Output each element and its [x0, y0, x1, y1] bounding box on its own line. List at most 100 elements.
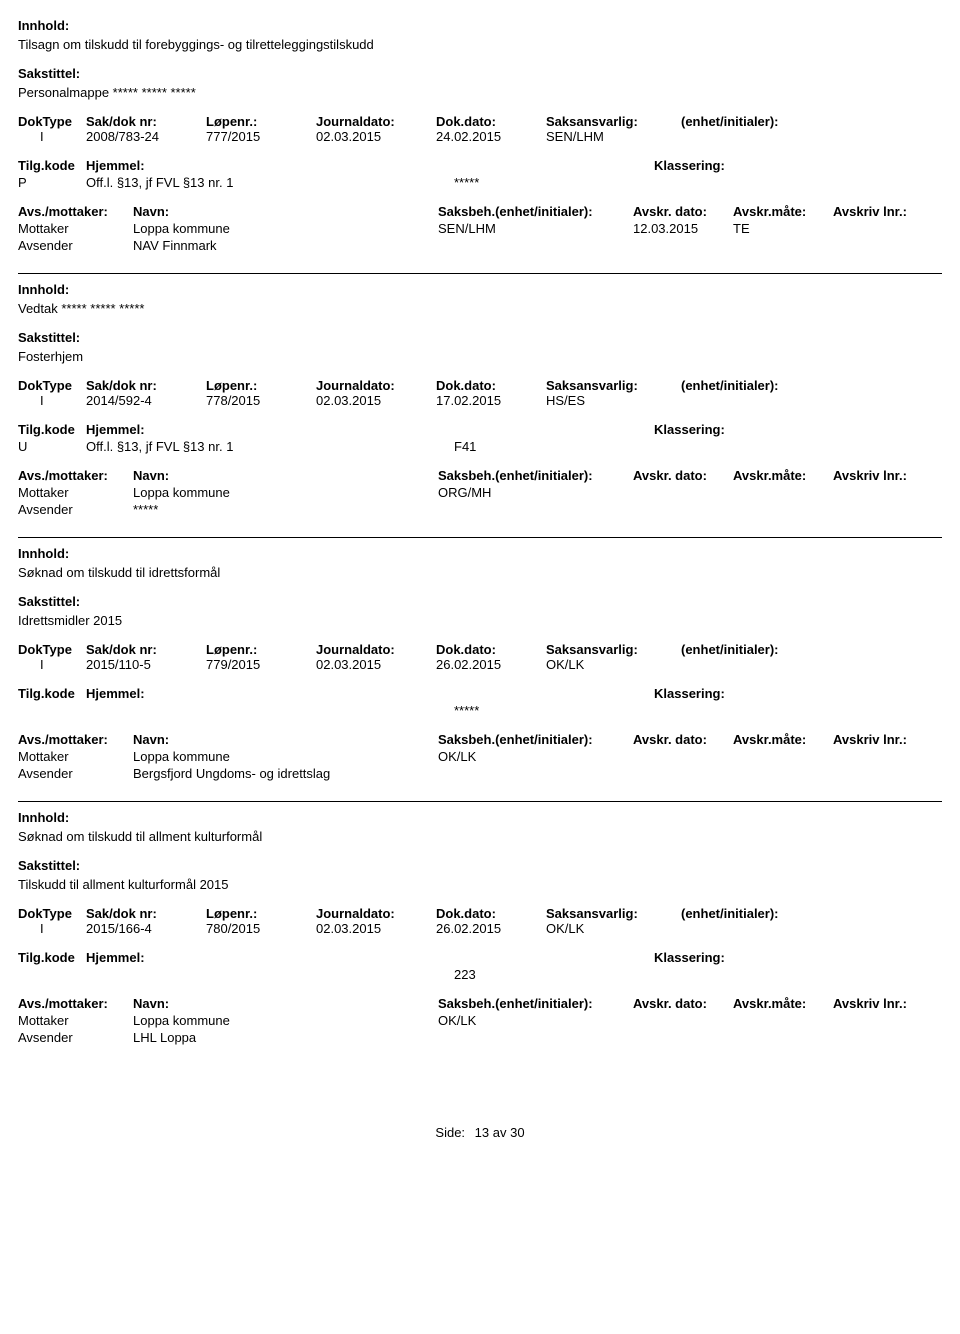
party-avskrmate [733, 1013, 833, 1028]
doktype-header: DokType [18, 906, 86, 921]
tilgkode-label: Tilg.kode [18, 686, 86, 701]
party-saksbeh [438, 1030, 633, 1045]
doc-value-row: I2008/783-24777/201502.03.201524.02.2015… [18, 129, 942, 144]
doktype-value: I [18, 657, 86, 672]
tilgkode-value: P [18, 175, 86, 190]
side-label: Side: [435, 1125, 465, 1140]
klassering-value: ***** [454, 703, 479, 718]
doc-header-row: DokTypeSak/dok nr:Løpenr.:Journaldato:Do… [18, 642, 942, 657]
tilgkode-value [18, 967, 86, 982]
tilgkode-value: U [18, 439, 86, 454]
journal-entry: Innhold:Tilsagn om tilskudd til forebygg… [18, 18, 942, 253]
tilgkode-label: Tilg.kode [18, 950, 86, 965]
klassering-label: Klassering: [654, 422, 725, 437]
avskrivlnr-header: Avskriv lnr.: [833, 468, 933, 483]
klassering-value: 223 [454, 967, 476, 982]
journaldato-value: 02.03.2015 [316, 921, 436, 936]
journaldato-value: 02.03.2015 [316, 657, 436, 672]
saksbeh-header: Saksbeh.(enhet/initialer): [438, 732, 633, 747]
avskrdato-header: Avskr. dato: [633, 732, 733, 747]
dokdato-header: Dok.dato: [436, 114, 546, 129]
lopenr-value: 779/2015 [206, 657, 316, 672]
party-role: Mottaker [18, 1013, 133, 1028]
dokdato-value: 26.02.2015 [436, 657, 546, 672]
page-total: 30 [510, 1125, 524, 1140]
party-row: AvsenderLHL Loppa [18, 1030, 942, 1045]
av-label: av [493, 1125, 507, 1140]
entry-separator [18, 273, 942, 274]
sakstittel-text: Idrettsmidler 2015 [18, 613, 942, 628]
party-name: LHL Loppa [133, 1030, 438, 1045]
innhold-label: Innhold: [18, 810, 942, 825]
party-avskrdato [633, 766, 733, 781]
hjemmel-label: Hjemmel: [86, 158, 286, 173]
doc-value-row: I2015/166-4780/201502.03.201526.02.2015O… [18, 921, 942, 936]
tilg-header-row: Tilg.kodeHjemmel:Klassering: [18, 686, 942, 701]
tilgkode-label: Tilg.kode [18, 158, 86, 173]
doc-value-row: I2014/592-4778/201502.03.201517.02.2015H… [18, 393, 942, 408]
saksansvarlig-value: OK/LK [546, 657, 681, 672]
party-row: MottakerLoppa kommuneORG/MH [18, 485, 942, 500]
party-header-row: Avs./mottaker:Navn:Saksbeh.(enhet/initia… [18, 204, 942, 219]
sakdok-header: Sak/dok nr: [86, 642, 206, 657]
saksansvarlig-value: SEN/LHM [546, 129, 681, 144]
sakdok-header: Sak/dok nr: [86, 114, 206, 129]
journal-entry: Innhold:Søknad om tilskudd til allment k… [18, 810, 942, 1045]
party-role: Avsender [18, 238, 133, 253]
tilg-header-row: Tilg.kodeHjemmel:Klassering: [18, 158, 942, 173]
party-saksbeh [438, 766, 633, 781]
doktype-header: DokType [18, 114, 86, 129]
journaldato-value: 02.03.2015 [316, 393, 436, 408]
party-name: Loppa kommune [133, 749, 438, 764]
party-avskrdato [633, 1013, 733, 1028]
hjemmel-value-row: UOff.l. §13, jf FVL §13 nr. 1F41 [18, 439, 942, 454]
party-name: Loppa kommune [133, 1013, 438, 1028]
innhold-label: Innhold: [18, 546, 942, 561]
dokdato-value: 26.02.2015 [436, 921, 546, 936]
avskrmate-header: Avskr.måte: [733, 468, 833, 483]
party-row: AvsenderBergsfjord Ungdoms- og idrettsla… [18, 766, 942, 781]
avsmottaker-header: Avs./mottaker: [18, 732, 133, 747]
avsmottaker-header: Avs./mottaker: [18, 996, 133, 1011]
sakstittel-label: Sakstittel: [18, 858, 942, 873]
avskrdato-header: Avskr. dato: [633, 996, 733, 1011]
avskrivlnr-header: Avskriv lnr.: [833, 996, 933, 1011]
party-header-row: Avs./mottaker:Navn:Saksbeh.(enhet/initia… [18, 996, 942, 1011]
hjemmel-value [86, 967, 454, 982]
party-avskrdato [633, 1030, 733, 1045]
enhet-header: (enhet/initialer): [681, 642, 831, 657]
doktype-value: I [18, 921, 86, 936]
party-saksbeh: ORG/MH [438, 485, 633, 500]
enhet-header: (enhet/initialer): [681, 906, 831, 921]
sakdok-value: 2014/592-4 [86, 393, 206, 408]
innhold-label: Innhold: [18, 282, 942, 297]
saksansvarlig-header: Saksansvarlig: [546, 378, 681, 393]
party-role: Mottaker [18, 749, 133, 764]
party-saksbeh: OK/LK [438, 749, 633, 764]
journaldato-header: Journaldato: [316, 114, 436, 129]
tilgkode-label: Tilg.kode [18, 422, 86, 437]
lopenr-header: Løpenr.: [206, 906, 316, 921]
party-name: Bergsfjord Ungdoms- og idrettslag [133, 766, 438, 781]
sakdok-value: 2015/110-5 [86, 657, 206, 672]
party-avskrmate: TE [733, 221, 833, 236]
hjemmel-label: Hjemmel: [86, 422, 286, 437]
innhold-text: Søknad om tilskudd til idrettsformål [18, 565, 942, 580]
party-row: AvsenderNAV Finnmark [18, 238, 942, 253]
doktype-header: DokType [18, 642, 86, 657]
journaldato-value: 02.03.2015 [316, 129, 436, 144]
klassering-label: Klassering: [654, 950, 725, 965]
party-avskrmate [733, 749, 833, 764]
party-saksbeh: SEN/LHM [438, 221, 633, 236]
party-avskrdato [633, 749, 733, 764]
sakstittel-label: Sakstittel: [18, 594, 942, 609]
doktype-value: I [18, 129, 86, 144]
avskrivlnr-header: Avskriv lnr.: [833, 732, 933, 747]
tilgkode-value [18, 703, 86, 718]
avsmottaker-header: Avs./mottaker: [18, 468, 133, 483]
doc-header-row: DokTypeSak/dok nr:Løpenr.:Journaldato:Do… [18, 114, 942, 129]
journal-entries: Innhold:Tilsagn om tilskudd til forebygg… [18, 18, 942, 1045]
page-footer: Side: 13 av 30 [18, 1125, 942, 1140]
hjemmel-value-row: 223 [18, 967, 942, 982]
entry-separator [18, 537, 942, 538]
